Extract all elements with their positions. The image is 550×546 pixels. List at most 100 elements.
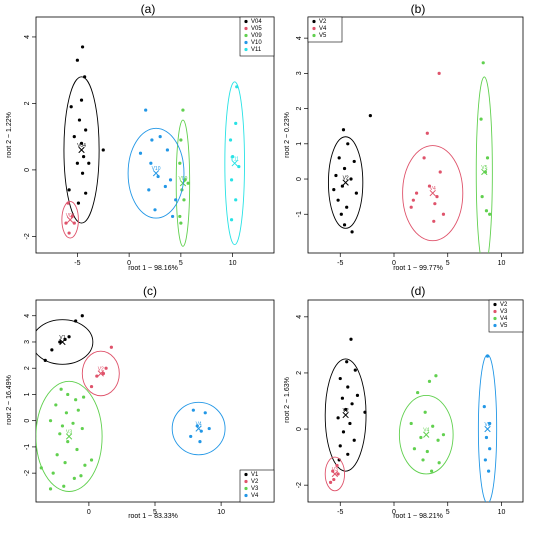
data-point: [411, 198, 415, 202]
chart-title: (d): [411, 284, 426, 298]
data-point: [58, 432, 62, 436]
x-axis-label: root 1 ~ 99.77%: [393, 265, 443, 272]
legend-marker: [493, 323, 497, 328]
centroid-marker: [97, 370, 104, 377]
data-point: [423, 410, 427, 414]
data-point: [79, 141, 84, 145]
data-point: [207, 426, 211, 431]
data-point: [334, 173, 338, 178]
chart-panel-2: (b)root 1 ~ 99.77%root 2 ~ 0.23%-5 0 5 10-1…: [284, 2, 524, 272]
centroid-label: V2: [343, 408, 349, 414]
y-tick-label: -1: [24, 444, 31, 450]
y-tick-label: -2: [24, 470, 31, 476]
data-point: [441, 433, 446, 437]
confidence-ellipse: [127, 127, 185, 219]
centroid-marker: [481, 168, 488, 176]
series-v4: V4: [171, 401, 226, 456]
confidence-ellipse: [324, 456, 346, 492]
data-point: [149, 161, 153, 165]
data-point: [433, 202, 437, 206]
legend-label: V5: [500, 323, 508, 329]
legend-label: V2: [319, 19, 327, 25]
data-point: [483, 458, 487, 462]
data-point: [64, 411, 69, 415]
series-v1: V1: [36, 314, 94, 365]
legend-marker: [493, 302, 497, 307]
data-point: [337, 156, 341, 160]
data-point: [344, 407, 348, 412]
data-point: [150, 138, 154, 142]
x-tick-label: -5: [337, 260, 343, 267]
data-point: [67, 231, 71, 235]
y-axis-label: root 2 ~ 1.63%: [284, 377, 291, 423]
data-point: [328, 480, 333, 484]
centroid-label: V4: [423, 428, 429, 434]
legend-marker: [244, 40, 248, 45]
data-point: [144, 108, 148, 112]
centroid-label: V2: [343, 176, 349, 182]
data-point: [437, 461, 441, 465]
data-point: [345, 360, 349, 364]
data-point: [189, 434, 193, 439]
legend-marker: [493, 309, 497, 314]
y-tick-label: 2: [24, 366, 31, 370]
data-point: [485, 156, 490, 160]
confidence-ellipse: [327, 136, 364, 229]
x-tick-label: 5: [446, 260, 450, 267]
plot-area: V1 V2 V3 V4: [36, 314, 226, 492]
y-tick-label: 2: [296, 371, 303, 375]
data-point: [66, 201, 70, 205]
data-point: [237, 164, 241, 169]
plot-area: V2 V4 V5: [327, 61, 493, 253]
x-tick-label: 0: [392, 509, 396, 516]
centroid-label: V3: [332, 467, 338, 473]
plot-frame: [307, 16, 524, 254]
legend-marker: [244, 33, 248, 38]
data-point: [346, 385, 350, 389]
data-point: [181, 108, 185, 112]
legend-marker: [244, 472, 248, 477]
confidence-ellipse: [81, 350, 120, 397]
series-v09: V09: [175, 108, 191, 247]
data-point: [431, 424, 435, 428]
chart-title: (a): [141, 2, 156, 16]
data-point: [487, 469, 491, 473]
legend-label: V1: [251, 472, 259, 478]
series-v3: V3: [324, 456, 346, 492]
y-tick-label: 1: [24, 392, 31, 396]
data-point: [80, 426, 84, 431]
data-point: [335, 463, 339, 468]
data-point: [488, 447, 492, 451]
series-v11: V11: [224, 81, 245, 246]
x-tick-label: 5: [179, 260, 183, 267]
series-v4: V4: [398, 374, 454, 475]
data-point: [84, 128, 88, 132]
centroid-marker: [423, 431, 430, 438]
confidence-ellipse: [398, 394, 454, 475]
data-point: [341, 430, 346, 434]
data-point: [66, 392, 70, 397]
legend-marker: [244, 493, 248, 498]
x-tick-label: 10: [498, 260, 506, 267]
centroid-marker: [78, 146, 85, 154]
data-point: [82, 395, 86, 399]
data-point: [363, 410, 367, 414]
x-tick-label: 0: [392, 260, 396, 267]
y-tick-label: 0: [296, 427, 303, 431]
legend-marker: [244, 19, 248, 24]
data-point: [235, 85, 239, 89]
x-tick-label: 0: [127, 260, 131, 267]
y-tick-label: -1: [296, 211, 303, 217]
centroid-label: V4: [430, 186, 436, 192]
y-axis-label: root 2 ~ 0.23%: [284, 112, 291, 158]
y-tick-label: 3: [24, 340, 31, 344]
series-v4: V4: [402, 71, 464, 242]
series-v2: V2: [324, 337, 367, 472]
data-point: [66, 440, 70, 444]
data-point: [348, 421, 352, 426]
data-point: [430, 469, 434, 473]
data-point: [182, 198, 186, 202]
data-point: [422, 156, 426, 160]
centroid-label: V5: [484, 422, 490, 428]
